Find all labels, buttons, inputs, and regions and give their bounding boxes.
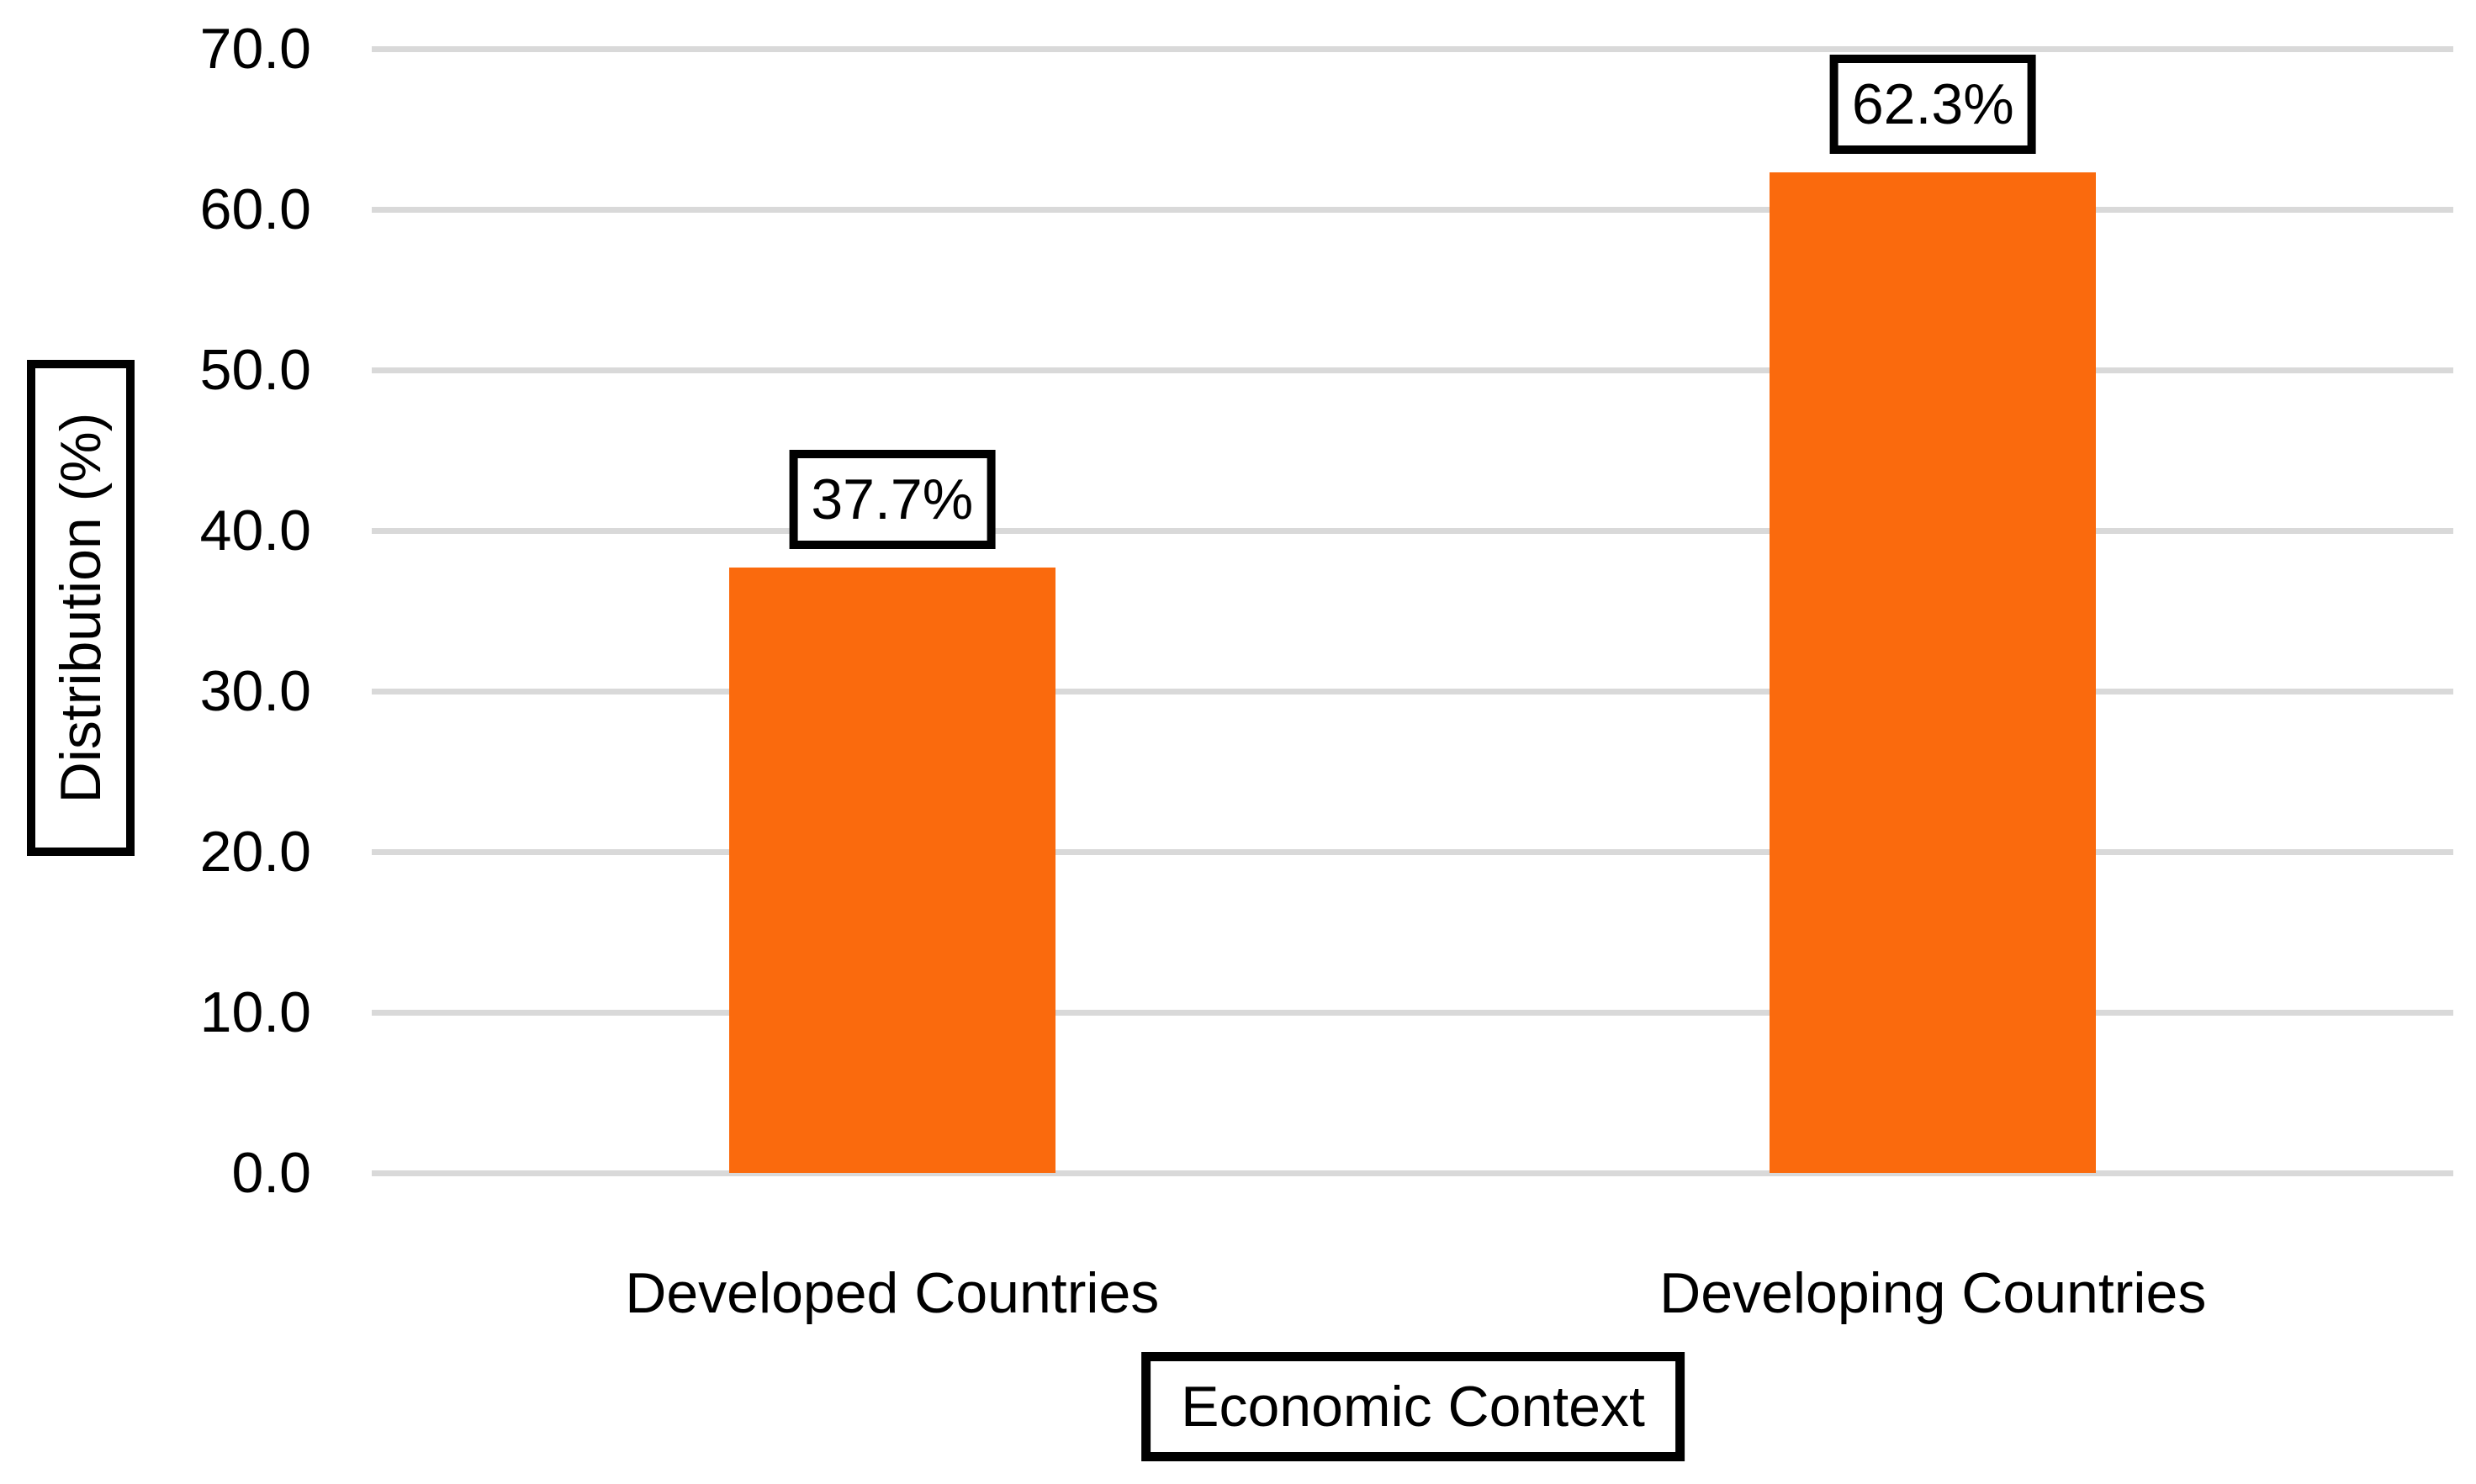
data-label-developed-countries: 37.7% xyxy=(789,449,996,549)
y-axis-title: Distribution (%) xyxy=(49,412,113,804)
bar-developing-countries xyxy=(1770,172,2097,1173)
y-tick-label: 0.0 xyxy=(231,1141,311,1205)
y-tick-label: 40.0 xyxy=(199,499,311,562)
gridline xyxy=(372,1009,2453,1016)
x-axis-title-box: Economic Context xyxy=(1141,1352,1685,1461)
y-tick-label: 60.0 xyxy=(199,177,311,241)
x-axis-title: Economic Context xyxy=(1181,1375,1645,1439)
x-tick-label-developed-countries: Developed Countries xyxy=(625,1261,1160,1325)
gridline xyxy=(372,848,2453,855)
gridline xyxy=(372,527,2453,534)
gridline xyxy=(372,367,2453,373)
y-tick-label: 10.0 xyxy=(199,980,311,1044)
y-tick-label: 20.0 xyxy=(199,820,311,884)
data-label-developing-countries: 62.3% xyxy=(1829,55,2036,155)
x-tick-label-developing-countries: Developing Countries xyxy=(1659,1261,2207,1325)
y-tick-label: 30.0 xyxy=(199,659,311,723)
y-axis-title-box: Distribution (%) xyxy=(27,360,135,856)
gridline xyxy=(372,206,2453,213)
y-tick-label: 70.0 xyxy=(199,17,311,81)
bar-developed-countries xyxy=(728,567,1055,1173)
gridline xyxy=(372,688,2453,694)
gridline xyxy=(372,45,2453,52)
gridline xyxy=(372,1170,2453,1176)
y-tick-label: 50.0 xyxy=(199,338,311,402)
